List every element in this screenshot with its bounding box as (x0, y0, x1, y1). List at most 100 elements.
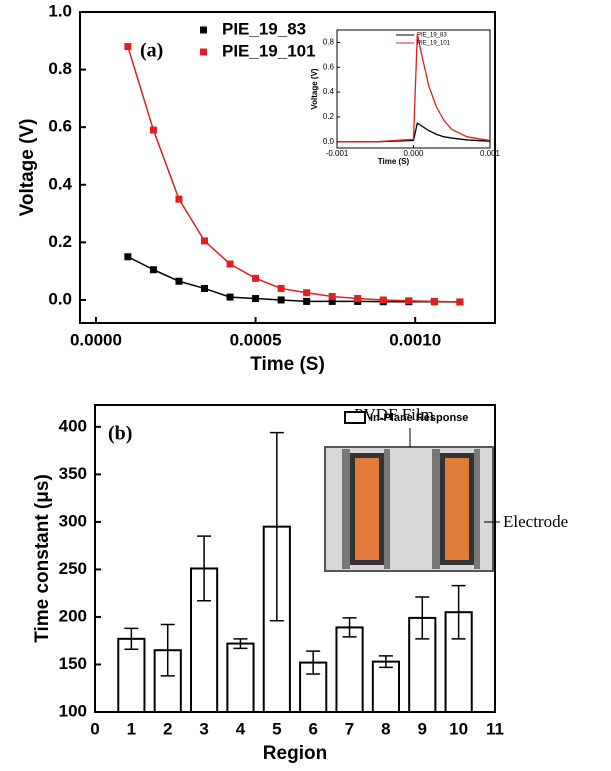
point (124, 43, 132, 51)
y-axis-label: Voltage (V) (17, 119, 38, 217)
error-bar (378, 655, 393, 669)
x-tick-label: 9 (418, 719, 427, 738)
point (405, 297, 413, 305)
plot-frame (336, 29, 491, 149)
electrode-diagram (324, 428, 500, 572)
legend-label: PIE_19_101 (417, 41, 451, 47)
y-tick-label: 0.6 (323, 62, 335, 71)
point (201, 237, 208, 245)
y-tick-label: 200 (59, 606, 87, 625)
x-tick-label: 10 (449, 719, 468, 738)
x-tick-label: 0.0010 (389, 330, 441, 349)
point (226, 260, 234, 268)
x-axis-label: Time (S) (250, 354, 325, 375)
legend-label: PIE_19_83 (417, 33, 447, 39)
error-bar (124, 627, 139, 651)
series-line (127, 46, 460, 303)
x-tick-label: 6 (308, 719, 317, 738)
point (354, 295, 362, 303)
y-tick-label: 0.8 (323, 38, 335, 47)
error-bar (342, 617, 357, 638)
y-tick-label: 0.4 (323, 87, 335, 96)
x-axis-label: Time (S) (378, 157, 410, 166)
y-tick-label: 0.0 (48, 289, 72, 308)
y-tick-label: 250 (59, 559, 87, 578)
y-tick-label: 300 (59, 511, 87, 530)
point (277, 296, 285, 304)
series-line (127, 256, 460, 303)
point (252, 274, 260, 282)
y-tick-label: 150 (59, 654, 87, 673)
x-tick-label: 7 (345, 719, 354, 738)
point (277, 284, 285, 292)
legend-label: In-Plane Response (370, 412, 468, 424)
y-tick-label: 350 (59, 464, 87, 483)
y-tick-label: 1.0 (48, 1, 72, 20)
legend-marker (200, 26, 207, 34)
x-tick-label: 0 (90, 719, 99, 738)
point (303, 297, 311, 305)
point (430, 297, 438, 305)
x-tick-label: 0.0000 (70, 330, 122, 349)
point (175, 195, 183, 203)
y-tick-label: 400 (59, 416, 87, 435)
point (328, 293, 336, 301)
point (328, 297, 336, 305)
x-tick-label: 11 (486, 719, 504, 738)
error-bar (415, 596, 430, 640)
x-tick-label: 8 (381, 719, 390, 738)
error-bar (233, 638, 248, 650)
point (201, 284, 208, 292)
error-bar (306, 650, 321, 675)
point (124, 253, 132, 261)
point (149, 266, 157, 274)
panel-label: (a) (140, 40, 163, 62)
y-tick-label: 0.6 (48, 117, 72, 136)
series-line (337, 33, 491, 143)
point (252, 295, 260, 303)
error-bar (197, 535, 212, 602)
series-line (337, 122, 491, 143)
bar (371, 660, 400, 713)
error-bar (269, 431, 284, 622)
point (456, 298, 464, 306)
y-tick-label: 0.2 (48, 232, 72, 251)
y-axis-label: Time constant (μs) (32, 474, 53, 643)
legend-marker (200, 48, 207, 56)
plot-frame (94, 404, 496, 713)
legend-label: PIE_19_83 (222, 19, 306, 38)
y-tick-label: 0.2 (323, 112, 335, 121)
legend-marker (344, 411, 366, 424)
bar (335, 626, 364, 714)
x-tick-label: 0.000 (403, 149, 424, 158)
x-tick-label: 0.0005 (230, 330, 282, 349)
y-tick-label: 100 (59, 701, 87, 720)
point (226, 293, 234, 301)
x-axis-label: Region (263, 743, 327, 764)
y-tick-label: 0.8 (48, 59, 72, 78)
x-tick-label: 1 (127, 719, 136, 738)
point (149, 126, 157, 134)
x-tick-label: 5 (272, 719, 281, 738)
error-bar (160, 623, 175, 677)
point (303, 289, 311, 297)
legend-label: PIE_19_101 (222, 41, 316, 60)
point (175, 277, 183, 285)
x-tick-label: 2 (163, 719, 172, 738)
y-tick-label: 0.0 (323, 137, 335, 146)
y-axis-label: Voltage (V) (310, 68, 319, 110)
error-bar (451, 584, 466, 640)
point (379, 296, 387, 304)
plot-frame (79, 11, 496, 324)
annotation: Electrode (503, 512, 568, 531)
x-tick-label: 3 (199, 719, 208, 738)
x-tick-label: -0.001 (326, 149, 349, 158)
y-tick-label: 0.4 (48, 174, 72, 193)
panel-label: (b) (108, 423, 132, 445)
x-tick-label: 4 (236, 719, 246, 738)
bar (226, 642, 255, 714)
x-tick-label: 0.001 (480, 149, 501, 158)
annotation: PVDF Film (354, 405, 434, 424)
